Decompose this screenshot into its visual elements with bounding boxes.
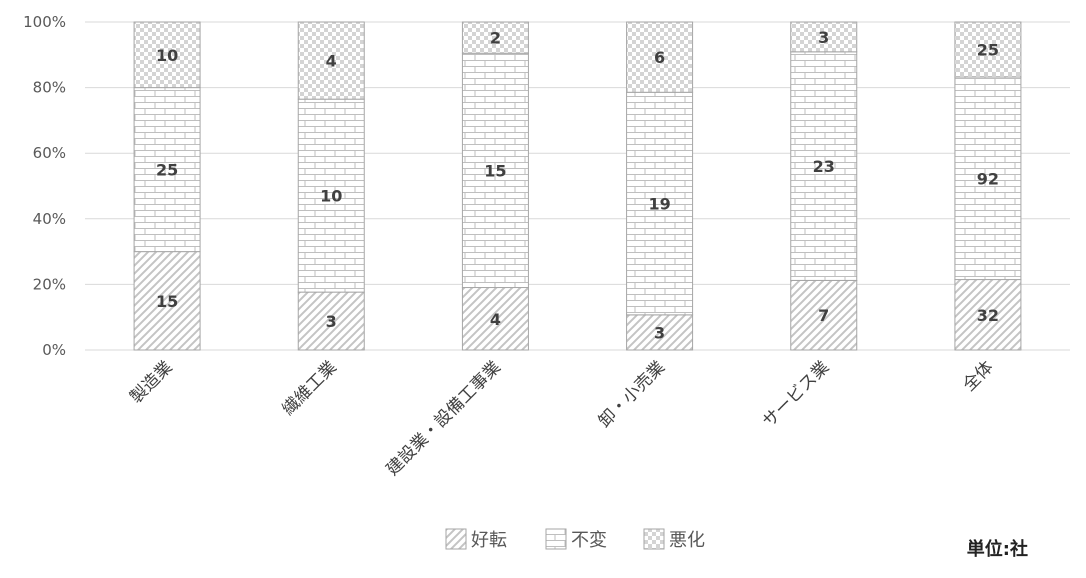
data-label: 10 bbox=[156, 46, 178, 65]
data-label: 4 bbox=[490, 310, 501, 329]
bar-segment bbox=[297, 98, 365, 293]
data-label: 19 bbox=[648, 195, 670, 214]
data-label: 4 bbox=[326, 52, 337, 71]
x-category-label: サービス業 bbox=[759, 357, 833, 431]
bar-segment bbox=[954, 21, 1022, 78]
data-label: 15 bbox=[484, 161, 506, 180]
y-tick-label: 100% bbox=[23, 13, 66, 31]
x-axis: 製造業 繊維工業 建設業・設備工事業 卸・小売業 サービス業 全体 bbox=[126, 357, 997, 479]
bar-segment bbox=[133, 87, 201, 253]
bar-segment bbox=[461, 287, 529, 351]
data-label: 6 bbox=[654, 48, 665, 67]
x-category-label: 全体 bbox=[959, 357, 997, 395]
bar-segment bbox=[626, 91, 694, 316]
bar-segment bbox=[954, 76, 1022, 281]
bar-segment bbox=[133, 251, 201, 351]
bar-segment bbox=[626, 314, 694, 351]
x-category-label: 製造業 bbox=[126, 357, 176, 407]
data-label: 15 bbox=[156, 292, 178, 311]
data-label: 7 bbox=[818, 306, 829, 325]
data-label: 3 bbox=[818, 28, 829, 47]
data-label: 3 bbox=[654, 323, 665, 342]
data-label: 25 bbox=[977, 41, 999, 60]
legend-label: 悪化 bbox=[669, 530, 705, 551]
bar-segment bbox=[461, 52, 529, 289]
bar-segment bbox=[954, 279, 1022, 351]
bar-segment bbox=[790, 279, 858, 351]
data-label: 10 bbox=[320, 187, 342, 206]
y-tick-label: 80% bbox=[33, 79, 66, 97]
legend-label: 不変 bbox=[571, 530, 607, 551]
x-category-label: 卸・小売業 bbox=[595, 357, 669, 431]
data-label: 23 bbox=[813, 157, 835, 176]
bar-segment bbox=[461, 21, 529, 54]
y-tick-label: 0% bbox=[42, 341, 66, 359]
legend-swatch bbox=[545, 528, 567, 550]
legend-swatch bbox=[643, 528, 665, 550]
data-label: 2 bbox=[490, 29, 501, 48]
bar-segment bbox=[790, 21, 858, 53]
data-label: 92 bbox=[977, 169, 999, 188]
bar-segment bbox=[626, 21, 694, 93]
unit-note: 単位:社 bbox=[967, 538, 1028, 560]
legend-label: 好転 bbox=[471, 530, 507, 551]
data-label: 25 bbox=[156, 161, 178, 180]
bar-segment bbox=[297, 21, 365, 100]
y-tick-label: 20% bbox=[33, 275, 66, 293]
data-label: 32 bbox=[977, 306, 999, 325]
x-category-label: 建設業・設備工事業 bbox=[383, 357, 505, 479]
y-axis: 0% 20% 40% 60% 80% 100% bbox=[23, 13, 66, 359]
bar-segment bbox=[790, 51, 858, 281]
bar-segment bbox=[133, 21, 201, 89]
y-tick-label: 40% bbox=[33, 210, 66, 228]
data-label: 3 bbox=[326, 312, 337, 331]
legend-swatch bbox=[445, 528, 467, 550]
grid-lines bbox=[85, 21, 1070, 351]
x-category-label: 繊維工業 bbox=[279, 357, 341, 419]
legend: 好転 不変 悪化 bbox=[445, 528, 705, 551]
y-tick-label: 60% bbox=[33, 144, 66, 162]
